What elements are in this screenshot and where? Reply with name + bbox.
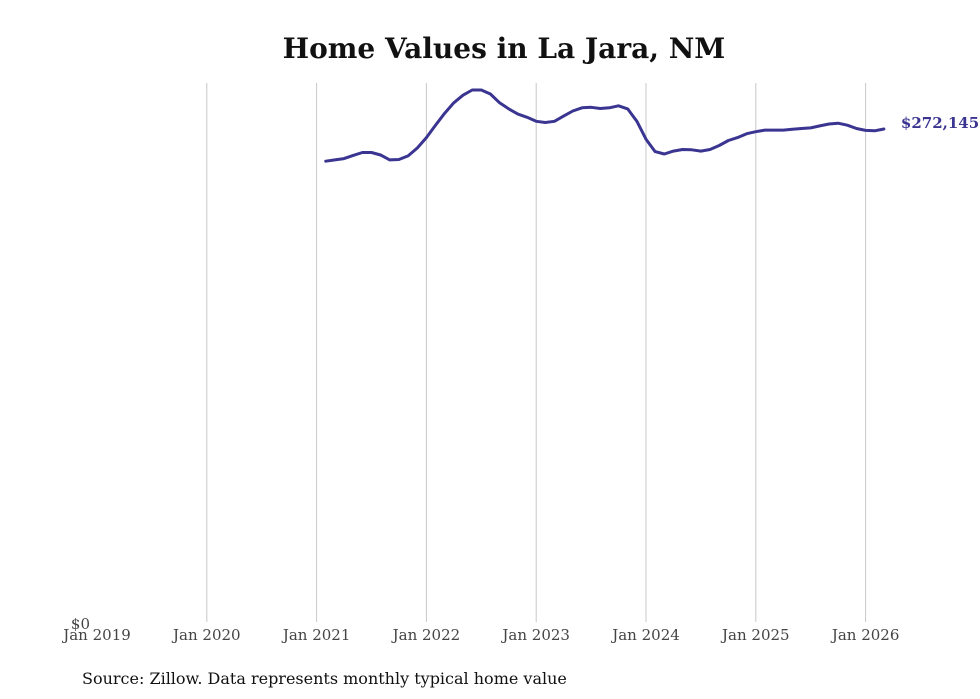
series-end-label: $272,145 — [901, 114, 979, 132]
gridlines — [206, 83, 867, 622]
x-tick-label: Jan 2019 — [61, 626, 131, 644]
x-tick-label: Jan 2021 — [281, 626, 351, 644]
y-axis-tick-zero: $0 — [71, 615, 90, 633]
x-tick-label: Jan 2022 — [391, 626, 461, 644]
x-axis-ticks: Jan 2019 Jan 2020 Jan 2021 Jan 2022 Jan 2023… — [61, 626, 899, 644]
chart-title: Home Values in La Jara, NM — [283, 32, 726, 65]
x-tick-label: Jan 2024 — [610, 626, 680, 644]
x-tick-label: Jan 2025 — [720, 626, 790, 644]
x-tick-label: Jan 2023 — [500, 626, 570, 644]
x-tick-label: Jan 2026 — [830, 626, 900, 644]
series-line-home-value — [324, 88, 886, 163]
x-tick-label: Jan 2020 — [171, 626, 241, 644]
source-note: Source: Zillow. Data represents monthly … — [82, 669, 567, 688]
